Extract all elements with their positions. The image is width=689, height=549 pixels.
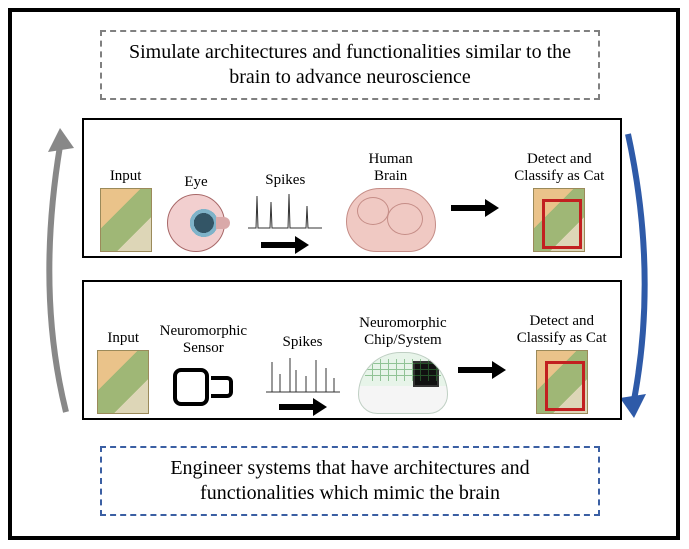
sensor-icon — [173, 360, 233, 414]
pipeline-biological: Input Eye Spikes Human Brain Detect and … — [82, 118, 622, 258]
cycle-arrow-left — [30, 122, 82, 422]
stage-bio-eye: Eye — [167, 124, 225, 252]
stage-nm-output: Detect and Classify as Cat — [517, 286, 607, 414]
label-nm-chip: Neuromorphic Chip/System — [359, 315, 446, 348]
label-nm-sensor: Neuromorphic Sensor — [160, 323, 247, 356]
stage-nm-chip: Neuromorphic Chip/System — [358, 286, 448, 414]
label-bio-output: Detect and Classify as Cat — [514, 151, 604, 184]
label-nm-input: Input — [107, 330, 139, 347]
label-bio-brain: Human Brain — [369, 151, 413, 184]
arrow-right-icon — [261, 238, 309, 252]
stage-nm-input: Input — [97, 286, 149, 414]
cat-thumb-icon — [97, 350, 149, 414]
stage-bio-spikes: Spikes — [240, 124, 330, 252]
brain-icon — [346, 188, 436, 252]
arrow-right-icon — [458, 363, 506, 377]
arrow-right-icon — [279, 400, 327, 414]
eye-icon — [167, 194, 225, 252]
spikes-analog-icon — [248, 192, 322, 234]
stage-bio-brain: Human Brain — [346, 124, 436, 252]
label-nm-output: Detect and Classify as Cat — [517, 313, 607, 346]
label-bio-spikes: Spikes — [265, 172, 305, 189]
caption-top: Simulate architectures and functionaliti… — [100, 30, 600, 100]
cat-detected-icon — [536, 350, 588, 414]
cat-detected-icon — [533, 188, 585, 252]
neuromorphic-chip-icon — [358, 352, 448, 414]
pipeline-neuromorphic: Input Neuromorphic Sensor Spikes — [82, 280, 622, 420]
label-bio-eye: Eye — [184, 174, 207, 191]
stage-nm-sensor: Neuromorphic Sensor — [160, 286, 247, 414]
diagram-frame: Simulate architectures and functionaliti… — [8, 8, 680, 540]
stage-nm-spikes: Spikes — [258, 286, 348, 414]
spikes-digital-icon — [266, 354, 340, 396]
stage-bio-input: Input — [100, 124, 152, 252]
stage-bio-output: Detect and Classify as Cat — [514, 124, 604, 252]
label-nm-spikes: Spikes — [282, 334, 322, 351]
caption-bottom: Engineer systems that have architectures… — [100, 446, 600, 516]
cat-thumb-icon — [100, 188, 152, 252]
arrow-right-icon — [451, 201, 499, 215]
label-bio-input: Input — [110, 168, 142, 185]
